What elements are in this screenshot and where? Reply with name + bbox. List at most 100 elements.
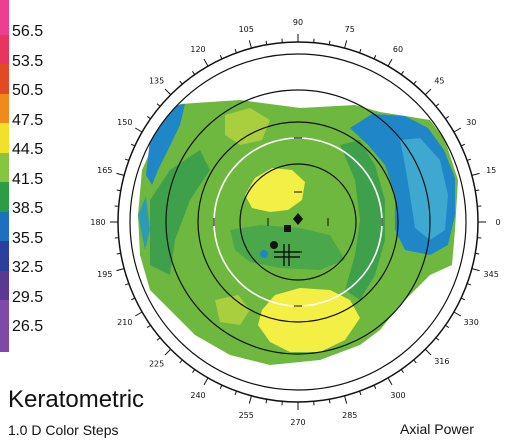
- degree-tick: [453, 127, 462, 133]
- degree-tick: [164, 348, 172, 356]
- degree-tick: [265, 399, 268, 404]
- degree-tick: [124, 283, 130, 286]
- degree-label: 90: [293, 18, 303, 27]
- degree-tick: [387, 377, 393, 386]
- degree-tick: [131, 297, 136, 301]
- color-scale-swatch: [0, 270, 9, 301]
- degree-label: 150: [117, 118, 132, 127]
- degree-tick: [248, 395, 252, 404]
- degree-label: 255: [239, 411, 254, 420]
- degree-tick: [116, 252, 121, 255]
- color-scale-value: 47.5: [12, 111, 44, 129]
- map-darkgreen-band-left: [150, 150, 210, 275]
- color-scale-swatch: [0, 152, 9, 183]
- color-scale-value: 29.5: [12, 288, 44, 306]
- degree-tick: [344, 395, 348, 404]
- degree-tick: [435, 337, 440, 341]
- degree-tick: [265, 40, 268, 45]
- map-yellow-upper: [245, 168, 305, 212]
- degree-tick: [445, 116, 450, 120]
- degree-labels: 0 15 30 45 60 75 90 105 120 135 150 165 180 195 210 225…: [90, 18, 500, 427]
- degree-tick: [192, 369, 196, 374]
- degree-tick: [179, 359, 183, 364]
- degree-tick: [234, 390, 237, 396]
- degree-tick: [179, 80, 183, 85]
- degree-label: 210: [117, 318, 132, 327]
- degree-label: 316: [434, 357, 449, 366]
- color-scale-swatch: [0, 34, 9, 65]
- degree-tick: [146, 116, 151, 120]
- color-scale-value: 41.5: [12, 170, 44, 188]
- degree-tick: [344, 40, 348, 49]
- degree-label: 180: [90, 218, 105, 227]
- degree-tick: [134, 127, 143, 133]
- degree-tick: [116, 268, 125, 272]
- color-scale-swatch: [0, 182, 9, 212]
- map-darkgreen-band-center: [230, 225, 345, 270]
- color-scale-swatch: [0, 211, 9, 242]
- degree-label: 165: [97, 166, 112, 175]
- degree-tick: [146, 324, 151, 328]
- degree-tick: [373, 384, 377, 389]
- vertex-marker: [293, 213, 303, 225]
- degree-tick: [203, 377, 209, 386]
- map-lightblue-inner: [400, 138, 448, 240]
- color-scale-swatch: [0, 64, 9, 94]
- degree-label: 135: [149, 77, 164, 86]
- degree-tick: [192, 70, 196, 75]
- degree-label: 75: [345, 25, 355, 34]
- map-type-label: Axial Power: [400, 421, 474, 437]
- degree-tick: [328, 40, 331, 45]
- degree-label: 195: [97, 270, 112, 279]
- color-scale-swatch: [0, 0, 9, 35]
- degree-tick: [203, 58, 209, 67]
- degree-label: 30: [466, 118, 476, 127]
- degree-tick: [466, 158, 472, 161]
- color-scale-value: 56.5: [12, 23, 44, 40]
- degree-label: 270: [290, 418, 305, 427]
- degree-label: 330: [464, 318, 479, 327]
- degree-tick: [134, 311, 143, 317]
- degree-tick: [445, 324, 450, 328]
- degree-tick: [116, 189, 121, 192]
- color-scale-value: 35.5: [12, 229, 44, 247]
- degree-label: 285: [342, 411, 357, 420]
- degree-tick: [424, 88, 432, 96]
- degree-tick: [400, 70, 404, 75]
- degree-tick: [156, 337, 161, 341]
- degree-tick: [460, 297, 465, 301]
- degree-tick: [131, 143, 136, 147]
- degree-tick: [471, 172, 480, 176]
- color-scale-value: 38.5: [12, 200, 44, 217]
- degree-tick: [164, 88, 172, 96]
- degree-tick: [359, 48, 362, 54]
- degree-tick: [453, 311, 462, 317]
- keratometric-label: Keratometric: [8, 386, 145, 413]
- map-yellowgreen-lower-left: [215, 295, 250, 325]
- reticle-cross: [274, 244, 300, 266]
- degree-label: 225: [149, 359, 164, 368]
- corneal-apex-marker: [284, 225, 291, 232]
- degree-tick: [219, 384, 223, 389]
- degree-tick: [424, 348, 432, 356]
- color-scale-value: 53.5: [12, 52, 44, 70]
- color-scale-swatch: [0, 300, 9, 352]
- degree-tick: [466, 283, 472, 286]
- color-steps-label: 1.0 D Color Steps: [8, 422, 119, 438]
- degree-label: 45: [434, 77, 444, 86]
- degree-tick: [460, 143, 465, 147]
- degree-tick: [219, 55, 223, 60]
- color-scale-swatch: [0, 123, 9, 153]
- degree-tick: [328, 399, 331, 404]
- degree-label: 240: [190, 391, 205, 400]
- degree-tick: [413, 80, 417, 85]
- color-scale-swatch: [0, 241, 9, 271]
- degree-label: 15: [486, 166, 496, 175]
- degree-label: 345: [484, 270, 499, 279]
- degree-label: 0: [495, 218, 500, 227]
- degree-tick: [156, 103, 161, 107]
- degree-label: 120: [190, 45, 205, 54]
- map-blue-left-edge: [138, 196, 150, 250]
- degree-tick: [124, 158, 130, 161]
